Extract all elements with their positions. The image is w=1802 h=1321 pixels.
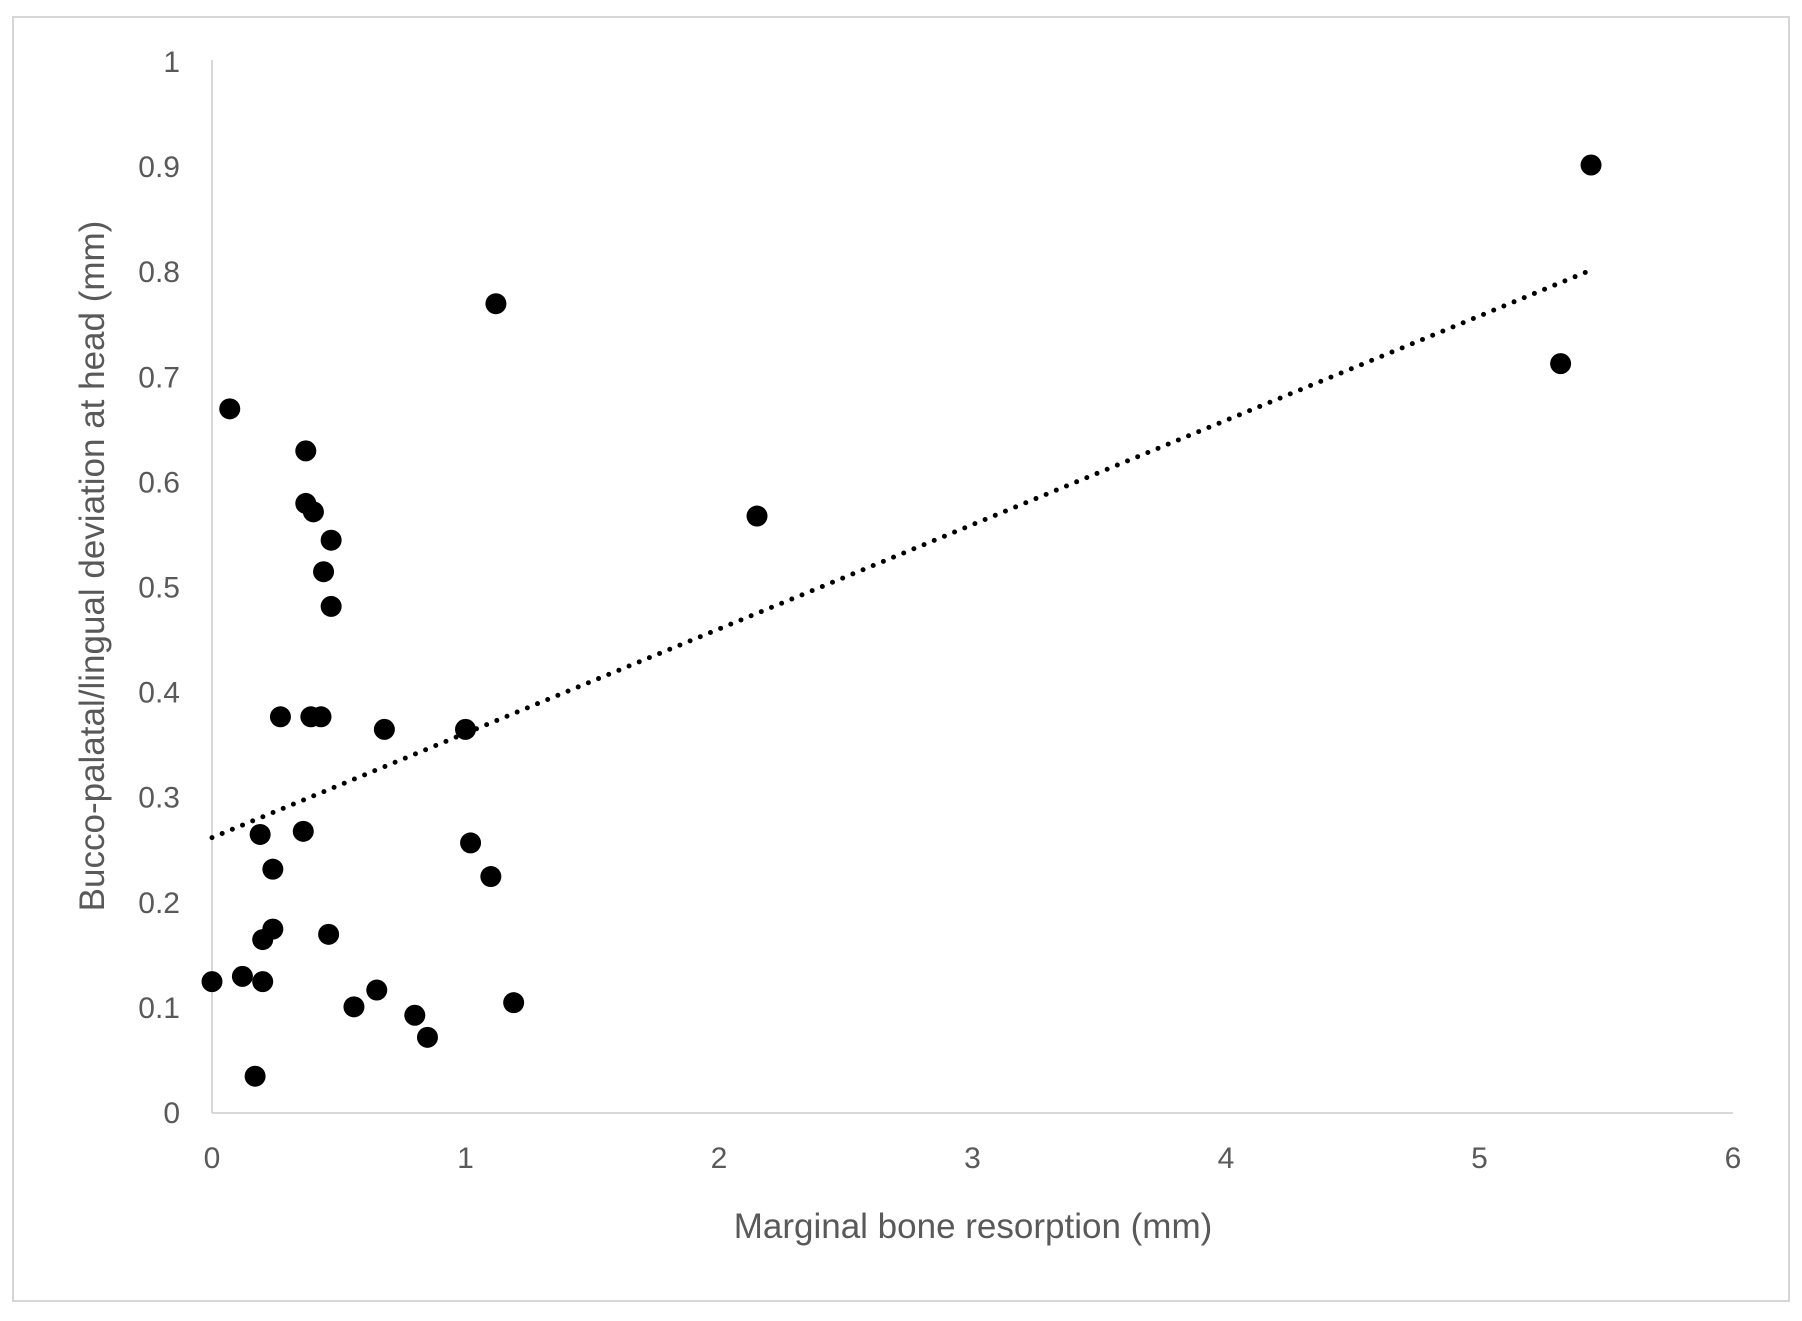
y-tick-label: 0.9 <box>138 151 180 184</box>
data-point <box>320 529 342 551</box>
x-tick-label: 1 <box>457 1142 474 1175</box>
y-tick-label: 1 <box>163 46 180 79</box>
data-points <box>201 154 1602 1087</box>
data-point <box>503 992 525 1014</box>
data-point <box>318 923 340 945</box>
data-point <box>1580 154 1602 176</box>
data-point <box>252 971 274 993</box>
tick-labels: 0 1 2 3 4 5 6 0 0.1 0.2 0.3 0.4 0.5 0.6 0.7 0.8 0.9 1 <box>138 46 1741 1175</box>
y-tick-label: 0 <box>163 1097 180 1130</box>
data-point <box>292 820 314 842</box>
data-point <box>460 832 482 854</box>
data-point <box>1550 353 1572 375</box>
y-tick-label: 0.2 <box>138 887 180 920</box>
data-point <box>746 505 768 527</box>
trendline <box>209 269 1589 841</box>
data-point <box>485 293 507 315</box>
data-point <box>320 595 342 617</box>
y-tick-label: 0.5 <box>138 572 180 605</box>
data-point <box>416 1026 438 1048</box>
x-tick-label: 3 <box>964 1142 981 1175</box>
axes <box>211 60 1733 1114</box>
y-tick-label: 0.1 <box>138 992 180 1025</box>
data-point <box>262 858 284 880</box>
y-axis-title: Bucco-palatal/lingual deviation at head … <box>73 221 112 912</box>
data-point <box>302 501 324 523</box>
data-point <box>295 440 317 462</box>
data-point <box>404 1004 426 1026</box>
y-tick-label: 0.8 <box>138 256 180 289</box>
data-point <box>366 979 388 1001</box>
data-point <box>244 1065 266 1087</box>
data-point <box>455 718 476 740</box>
x-tick-label: 5 <box>1471 1142 1488 1175</box>
data-point <box>219 398 241 420</box>
y-tick-label: 0.6 <box>138 466 180 499</box>
y-tick-label: 0.3 <box>138 782 180 815</box>
x-tick-label: 4 <box>1218 1142 1235 1175</box>
data-point <box>201 971 223 993</box>
data-point <box>269 706 291 728</box>
chart-frame <box>12 16 1790 1302</box>
x-tick-label: 2 <box>711 1142 728 1175</box>
data-point <box>249 823 271 845</box>
x-tick-label: 0 <box>204 1142 221 1175</box>
data-point <box>310 706 332 728</box>
x-axis-title: Marginal bone resorption (mm) <box>734 1207 1213 1246</box>
data-point <box>231 965 253 987</box>
y-tick-label: 0.4 <box>138 677 180 710</box>
data-point <box>480 866 502 888</box>
data-point <box>373 718 395 740</box>
data-point <box>343 996 365 1018</box>
data-point <box>313 561 335 583</box>
y-tick-label: 0.7 <box>138 361 180 394</box>
x-tick-label: 6 <box>1725 1142 1742 1175</box>
trendline-layer <box>209 269 1589 841</box>
data-point <box>262 918 284 940</box>
